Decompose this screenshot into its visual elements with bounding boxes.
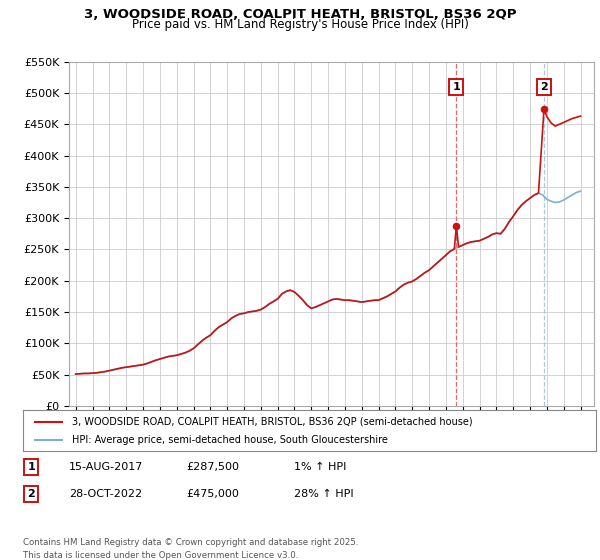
Text: 1% ↑ HPI: 1% ↑ HPI [294, 462, 346, 472]
Text: 15-AUG-2017: 15-AUG-2017 [69, 462, 143, 472]
Text: £287,500: £287,500 [186, 462, 239, 472]
Text: 1: 1 [452, 82, 460, 92]
Text: £475,000: £475,000 [186, 489, 239, 499]
Text: 28-OCT-2022: 28-OCT-2022 [69, 489, 142, 499]
Text: 2: 2 [28, 489, 35, 499]
Text: 1: 1 [28, 462, 35, 472]
Text: Contains HM Land Registry data © Crown copyright and database right 2025.
This d: Contains HM Land Registry data © Crown c… [23, 538, 358, 560]
Text: 28% ↑ HPI: 28% ↑ HPI [294, 489, 353, 499]
Text: HPI: Average price, semi-detached house, South Gloucestershire: HPI: Average price, semi-detached house,… [71, 435, 388, 445]
Text: 3, WOODSIDE ROAD, COALPIT HEATH, BRISTOL, BS36 2QP: 3, WOODSIDE ROAD, COALPIT HEATH, BRISTOL… [84, 8, 516, 21]
Text: 2: 2 [540, 82, 548, 92]
Text: 3, WOODSIDE ROAD, COALPIT HEATH, BRISTOL, BS36 2QP (semi-detached house): 3, WOODSIDE ROAD, COALPIT HEATH, BRISTOL… [71, 417, 472, 427]
Text: Price paid vs. HM Land Registry's House Price Index (HPI): Price paid vs. HM Land Registry's House … [131, 18, 469, 31]
